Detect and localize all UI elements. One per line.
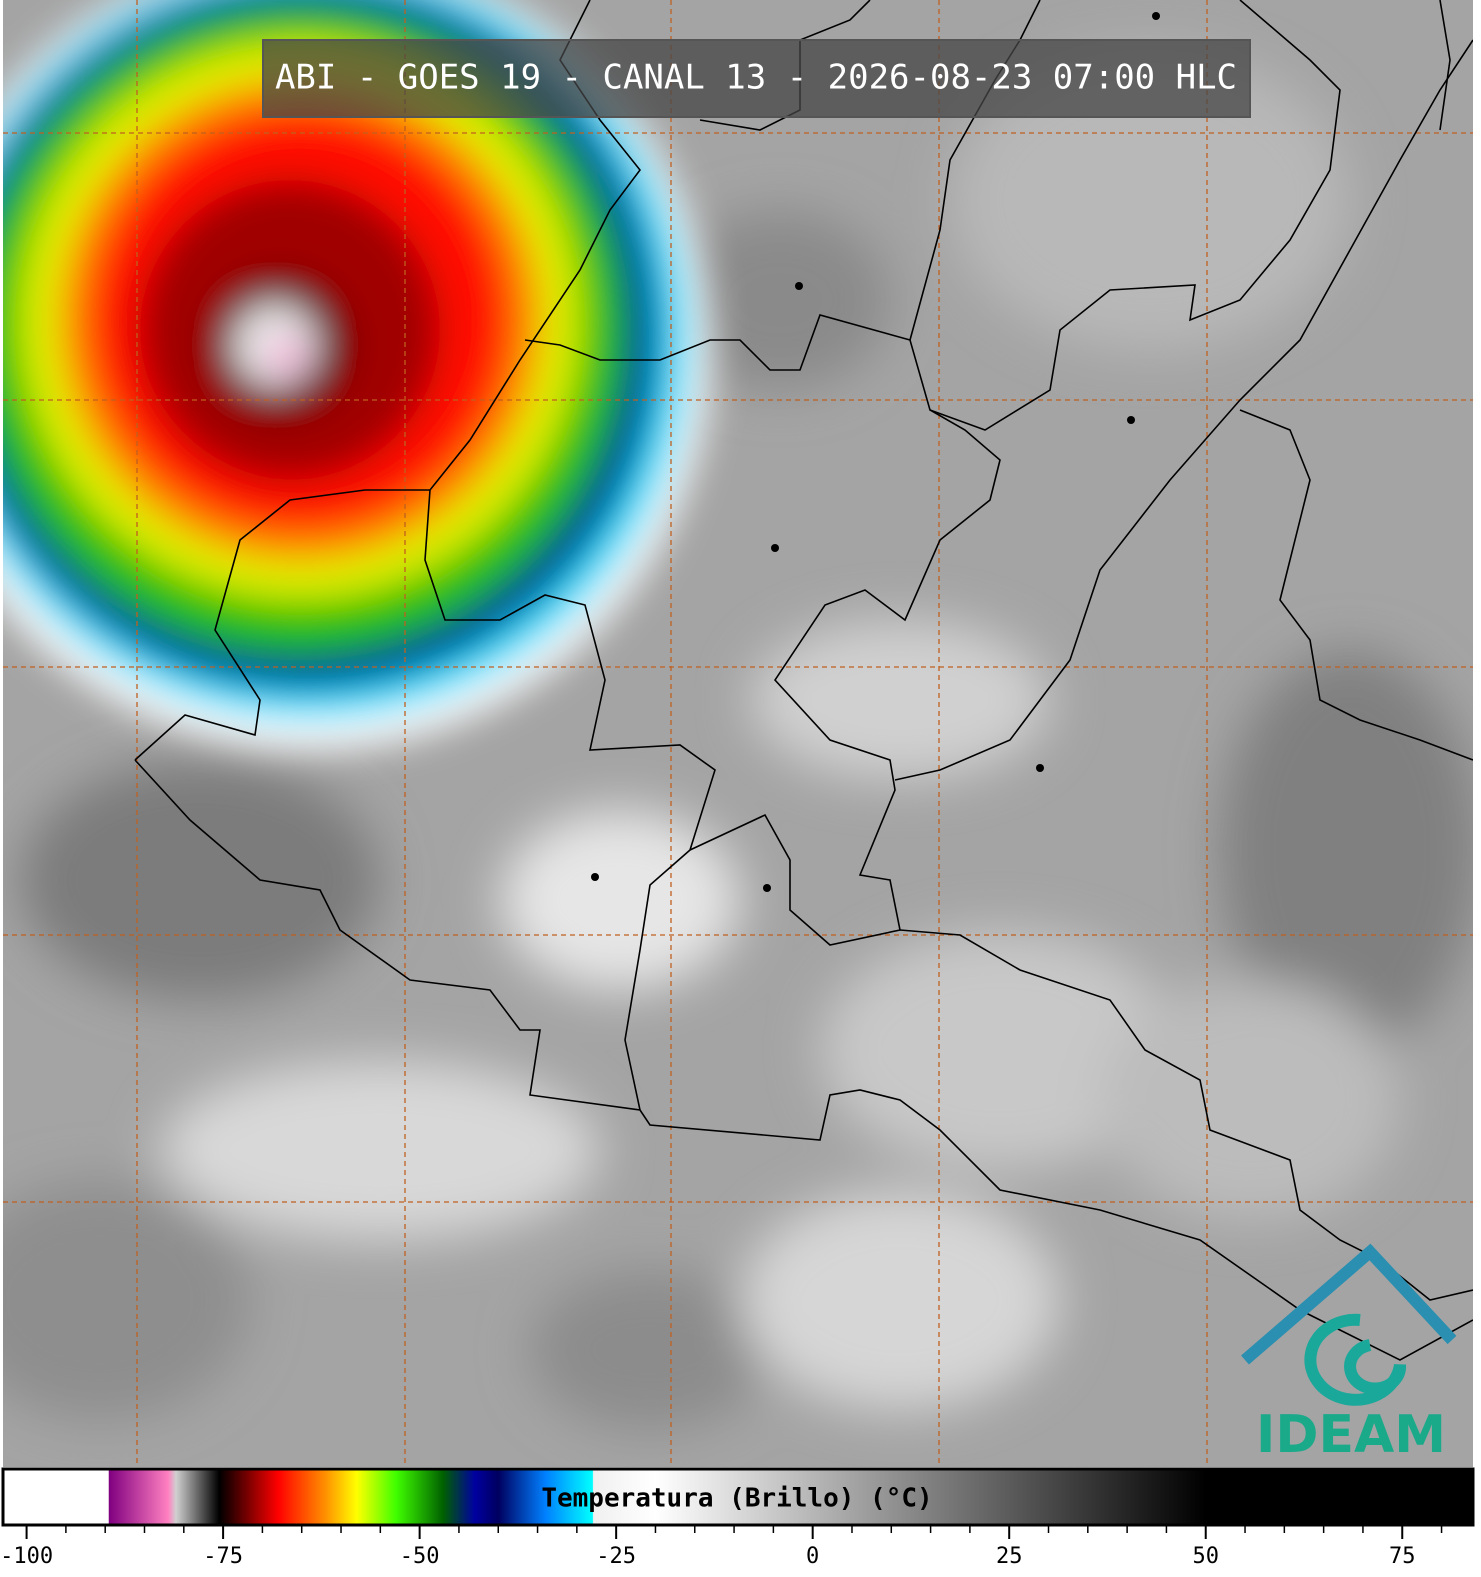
tick-label: -50 <box>400 1544 440 1569</box>
satellite-image <box>3 0 1473 1467</box>
logo: IDEAM <box>1241 1243 1457 1465</box>
tick-label: 75 <box>1389 1544 1416 1569</box>
logo-text: IDEAM <box>1256 1405 1446 1465</box>
title-box <box>262 39 1251 118</box>
tick-label: -100 <box>0 1544 53 1569</box>
logo-roof <box>1241 1243 1457 1365</box>
boundaries <box>134 0 1473 1361</box>
cloud-texture <box>3 50 1473 1430</box>
colorbar-label: Temperatura (Brillo) (°C) <box>541 1484 932 1514</box>
colorbar <box>1 1467 1475 1527</box>
cities <box>591 12 1160 892</box>
tick-label: 50 <box>1192 1544 1219 1569</box>
title: ABI - GOES 19 - CANAL 13 - 2026-08-23 07… <box>275 58 1237 98</box>
tick-label: -25 <box>596 1544 636 1569</box>
storm <box>3 0 710 750</box>
graticule <box>3 0 1473 1467</box>
logo-swirl <box>1304 1313 1407 1406</box>
tick-label: -75 <box>203 1544 243 1569</box>
tick-label: 25 <box>996 1544 1023 1569</box>
tick-label: 0 <box>806 1544 819 1569</box>
